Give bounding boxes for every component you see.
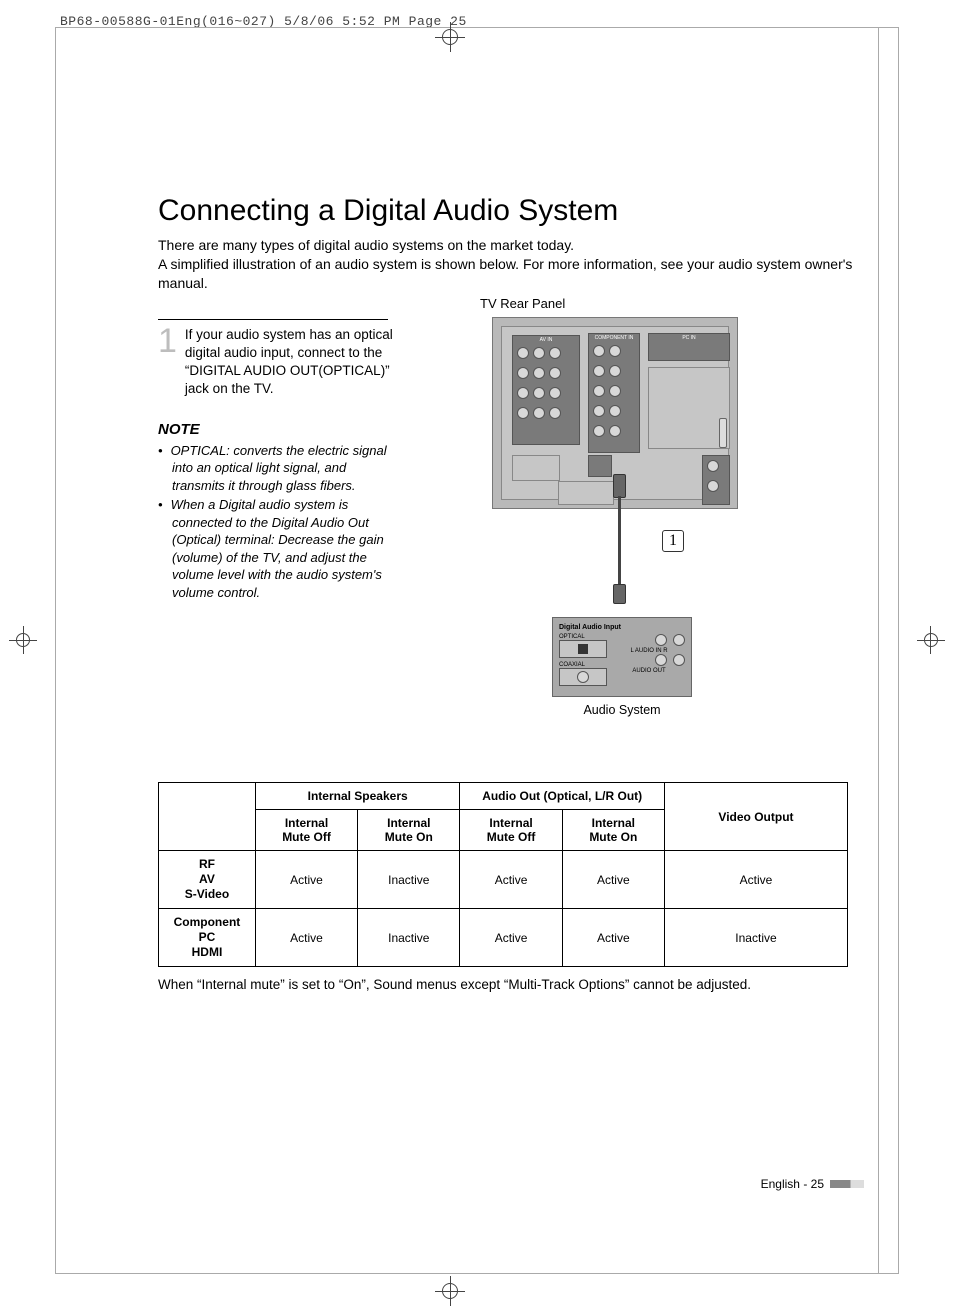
table-subheader: InternalMute Off (460, 810, 562, 851)
doc-header: BP68-00588G-01Eng(016~027) 5/8/06 5:52 P… (60, 14, 467, 29)
note-heading: NOTE (158, 421, 398, 438)
audio-out-r (673, 654, 685, 666)
audio-system-box: Digital Audio Input OPTICAL COAXIAL L AU… (552, 617, 692, 697)
table-cell: Active (562, 909, 664, 967)
port-service (512, 455, 560, 481)
note-item: When a Digital audio system is connected… (158, 496, 398, 601)
port-rs232c (558, 481, 614, 505)
page-title: Connecting a Digital Audio System (158, 194, 868, 228)
diagram-tv-title: TV Rear Panel (480, 296, 850, 311)
table-cell: Inactive (664, 909, 847, 967)
table-cell: Active (255, 909, 357, 967)
table-subheader: InternalMute On (562, 810, 664, 851)
port-group-pc: PC IN (648, 333, 730, 361)
footer-bar-icon (830, 1180, 864, 1188)
step-number: 1 (158, 326, 177, 399)
label-audio-out: AUDIO OUT (613, 668, 685, 674)
output-table: Internal Speakers Audio Out (Optical, L/… (158, 782, 848, 967)
note-item: OPTICAL: converts the electric signal in… (158, 442, 398, 495)
optical-cable (618, 496, 621, 591)
table-cell: Active (664, 851, 847, 909)
intro-line: A simplified illustration of an audio sy… (158, 255, 868, 293)
step-1: 1 If your audio system has an optical di… (158, 326, 398, 399)
intro-text: There are many types of digital audio sy… (158, 236, 868, 293)
table-subheader: InternalMute Off (255, 810, 357, 851)
table-header-group: Audio Out (Optical, L/R Out) (460, 783, 665, 810)
table-header-video: Video Output (664, 783, 847, 851)
footer-text: English - 25 (761, 1177, 824, 1191)
callout-1: 1 (662, 530, 684, 552)
note-block: NOTE OPTICAL: converts the electric sign… (158, 421, 398, 602)
port-group-hdmi (648, 367, 730, 449)
page-margin-line (878, 27, 879, 1274)
table-cell: Active (255, 851, 357, 909)
optical-in-jack (559, 640, 607, 658)
table-row-head: Component PC HDMI (159, 909, 256, 967)
divider (158, 319, 388, 320)
table-row-head: RF AV S-Video (159, 851, 256, 909)
step-text: If your audio system has an optical digi… (185, 326, 398, 399)
optical-plug-top (613, 474, 626, 498)
table-cell: Inactive (358, 851, 460, 909)
table-cell: Active (460, 851, 562, 909)
port-group-component: COMPONENT IN (588, 333, 640, 453)
coaxial-in-jack (559, 668, 607, 686)
table-cell: Inactive (358, 909, 460, 967)
page-footer: English - 25 (761, 1177, 864, 1191)
audio-caption: Audio System (562, 703, 682, 717)
audio-out-l (655, 654, 667, 666)
table-cell: Active (562, 851, 664, 909)
audio-in-l (655, 634, 667, 646)
audio-box-title: Digital Audio Input (559, 624, 685, 631)
optical-plug-bottom (613, 584, 626, 604)
table-subheader: InternalMute On (358, 810, 460, 851)
table-cell: Active (460, 909, 562, 967)
table-header-group: Internal Speakers (255, 783, 460, 810)
port-group-av: AV IN (512, 335, 580, 445)
table-note: When “Internal mute” is set to “On”, Sou… (158, 977, 848, 992)
port-group-dvi (702, 455, 730, 505)
table-corner (159, 783, 256, 851)
intro-line: There are many types of digital audio sy… (158, 236, 868, 255)
port-optical-out (588, 455, 612, 477)
audio-in-r (673, 634, 685, 646)
